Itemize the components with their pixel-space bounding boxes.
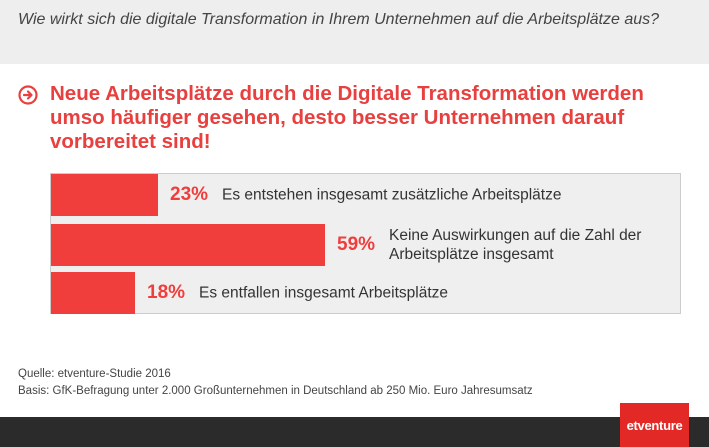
survey-question: Wie wirkt sich die digitale Transformati… [18, 11, 660, 28]
bar-chart: 23% Es entstehen insgesamt zusätzliche Ar… [50, 173, 681, 314]
bar [51, 224, 325, 266]
source-line: Quelle: etventure-Studie 2016 [18, 368, 171, 380]
etventure-logo: etventure [620, 403, 689, 447]
bar-row: 18% Es entfallen insgesamt Arbeitsplätze [51, 272, 680, 314]
bar-row: 59% Keine Auswirkungen auf die Zahl der A… [51, 224, 680, 266]
footer-band [0, 417, 709, 447]
arrow-circle-right-icon [18, 85, 38, 105]
source-note: Quelle: etventure-Studie 2016 Basis: GfK… [18, 366, 533, 400]
bar [51, 174, 158, 216]
bar-row: 23% Es entstehen insgesamt zusätzliche Ar… [51, 174, 680, 216]
basis-line: Basis: GfK-Befragung unter 2.000 Großunt… [18, 385, 533, 397]
bar-category-label: Keine Auswirkungen auf die Zahl der Arbe… [389, 227, 642, 263]
bar-category-label: Es entstehen insgesamt zusätzliche Arbei… [222, 186, 562, 204]
bar [51, 272, 135, 314]
bar-value-label: 18% [147, 282, 186, 303]
bar-value-label: 23% [170, 184, 209, 205]
question-band: Wie wirkt sich die digitale Transformati… [0, 0, 709, 64]
headline: Neue Arbeitsplätze durch die Digitale Tr… [50, 82, 644, 153]
bar-value-label: 59% [337, 234, 376, 255]
bar-category-label: Es entfallen insgesamt Arbeitsplätze [199, 284, 448, 302]
